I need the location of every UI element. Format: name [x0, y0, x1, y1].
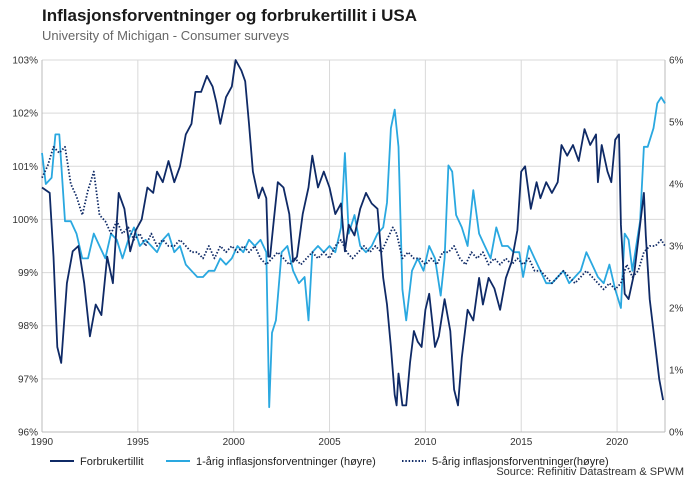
y-right-tick-label: 3%: [669, 242, 684, 253]
y-axis-right-ticks: 0% 1% 2% 3% 4% 5% 6%: [669, 56, 684, 439]
legend-label-1: Forbrukertillit: [80, 456, 144, 468]
legend-label-3: 5-årig inflasjonsforventninger(høyre): [432, 456, 609, 468]
y-right-tick-label: 0%: [669, 428, 684, 439]
y-right-tick-label: 5%: [669, 118, 684, 129]
legend-label-2: 1-årig inflasjonsforventninger (høyre): [196, 456, 376, 468]
y-left-tick-label: 100%: [12, 215, 38, 226]
x-tick-label: 2005: [318, 437, 341, 448]
y-right-tick-label: 4%: [669, 180, 684, 191]
series-line-3: [41, 145, 666, 291]
x-tick-label: 2000: [223, 437, 246, 448]
y-right-tick-label: 1%: [669, 366, 684, 377]
series-group: [41, 59, 666, 409]
y-right-tick-label: 6%: [669, 56, 684, 67]
y-left-tick-label: 98%: [18, 321, 38, 332]
y-right-tick-label: 2%: [669, 304, 684, 315]
y-left-tick-label: 97%: [18, 374, 38, 385]
y-axis-left-ticks: 96% 97% 98% 99% 100% 101% 102% 103%: [12, 56, 38, 439]
series-line-1: [41, 59, 664, 407]
y-left-tick-label: 101%: [12, 162, 38, 173]
y-left-tick-label: 102%: [12, 109, 38, 120]
x-tick-label: 1995: [127, 437, 150, 448]
series-line-2: [41, 96, 666, 409]
y-left-tick-label: 99%: [18, 268, 38, 279]
legend: Forbrukertillit 1-årig inflasjonsforventn…: [50, 456, 609, 468]
chart-subtitle: University of Michigan - Consumer survey…: [42, 28, 290, 43]
chart-title: Inflasjonsforventninger og forbrukertill…: [42, 6, 417, 25]
x-tick-label: 1990: [31, 437, 54, 448]
x-tick-label: 2015: [510, 437, 533, 448]
source-note: Source: Refinitiv Datastream & SPWM: [496, 466, 684, 478]
grid-lines: [41, 59, 666, 433]
x-tick-label: 2020: [606, 437, 629, 448]
x-axis-ticks: 1990 1995 2000 2005 2010 2015 2020: [31, 437, 629, 448]
y-left-tick-label: 103%: [12, 56, 38, 67]
x-tick-label: 2010: [414, 437, 437, 448]
y-left-tick-label: 96%: [18, 428, 38, 439]
